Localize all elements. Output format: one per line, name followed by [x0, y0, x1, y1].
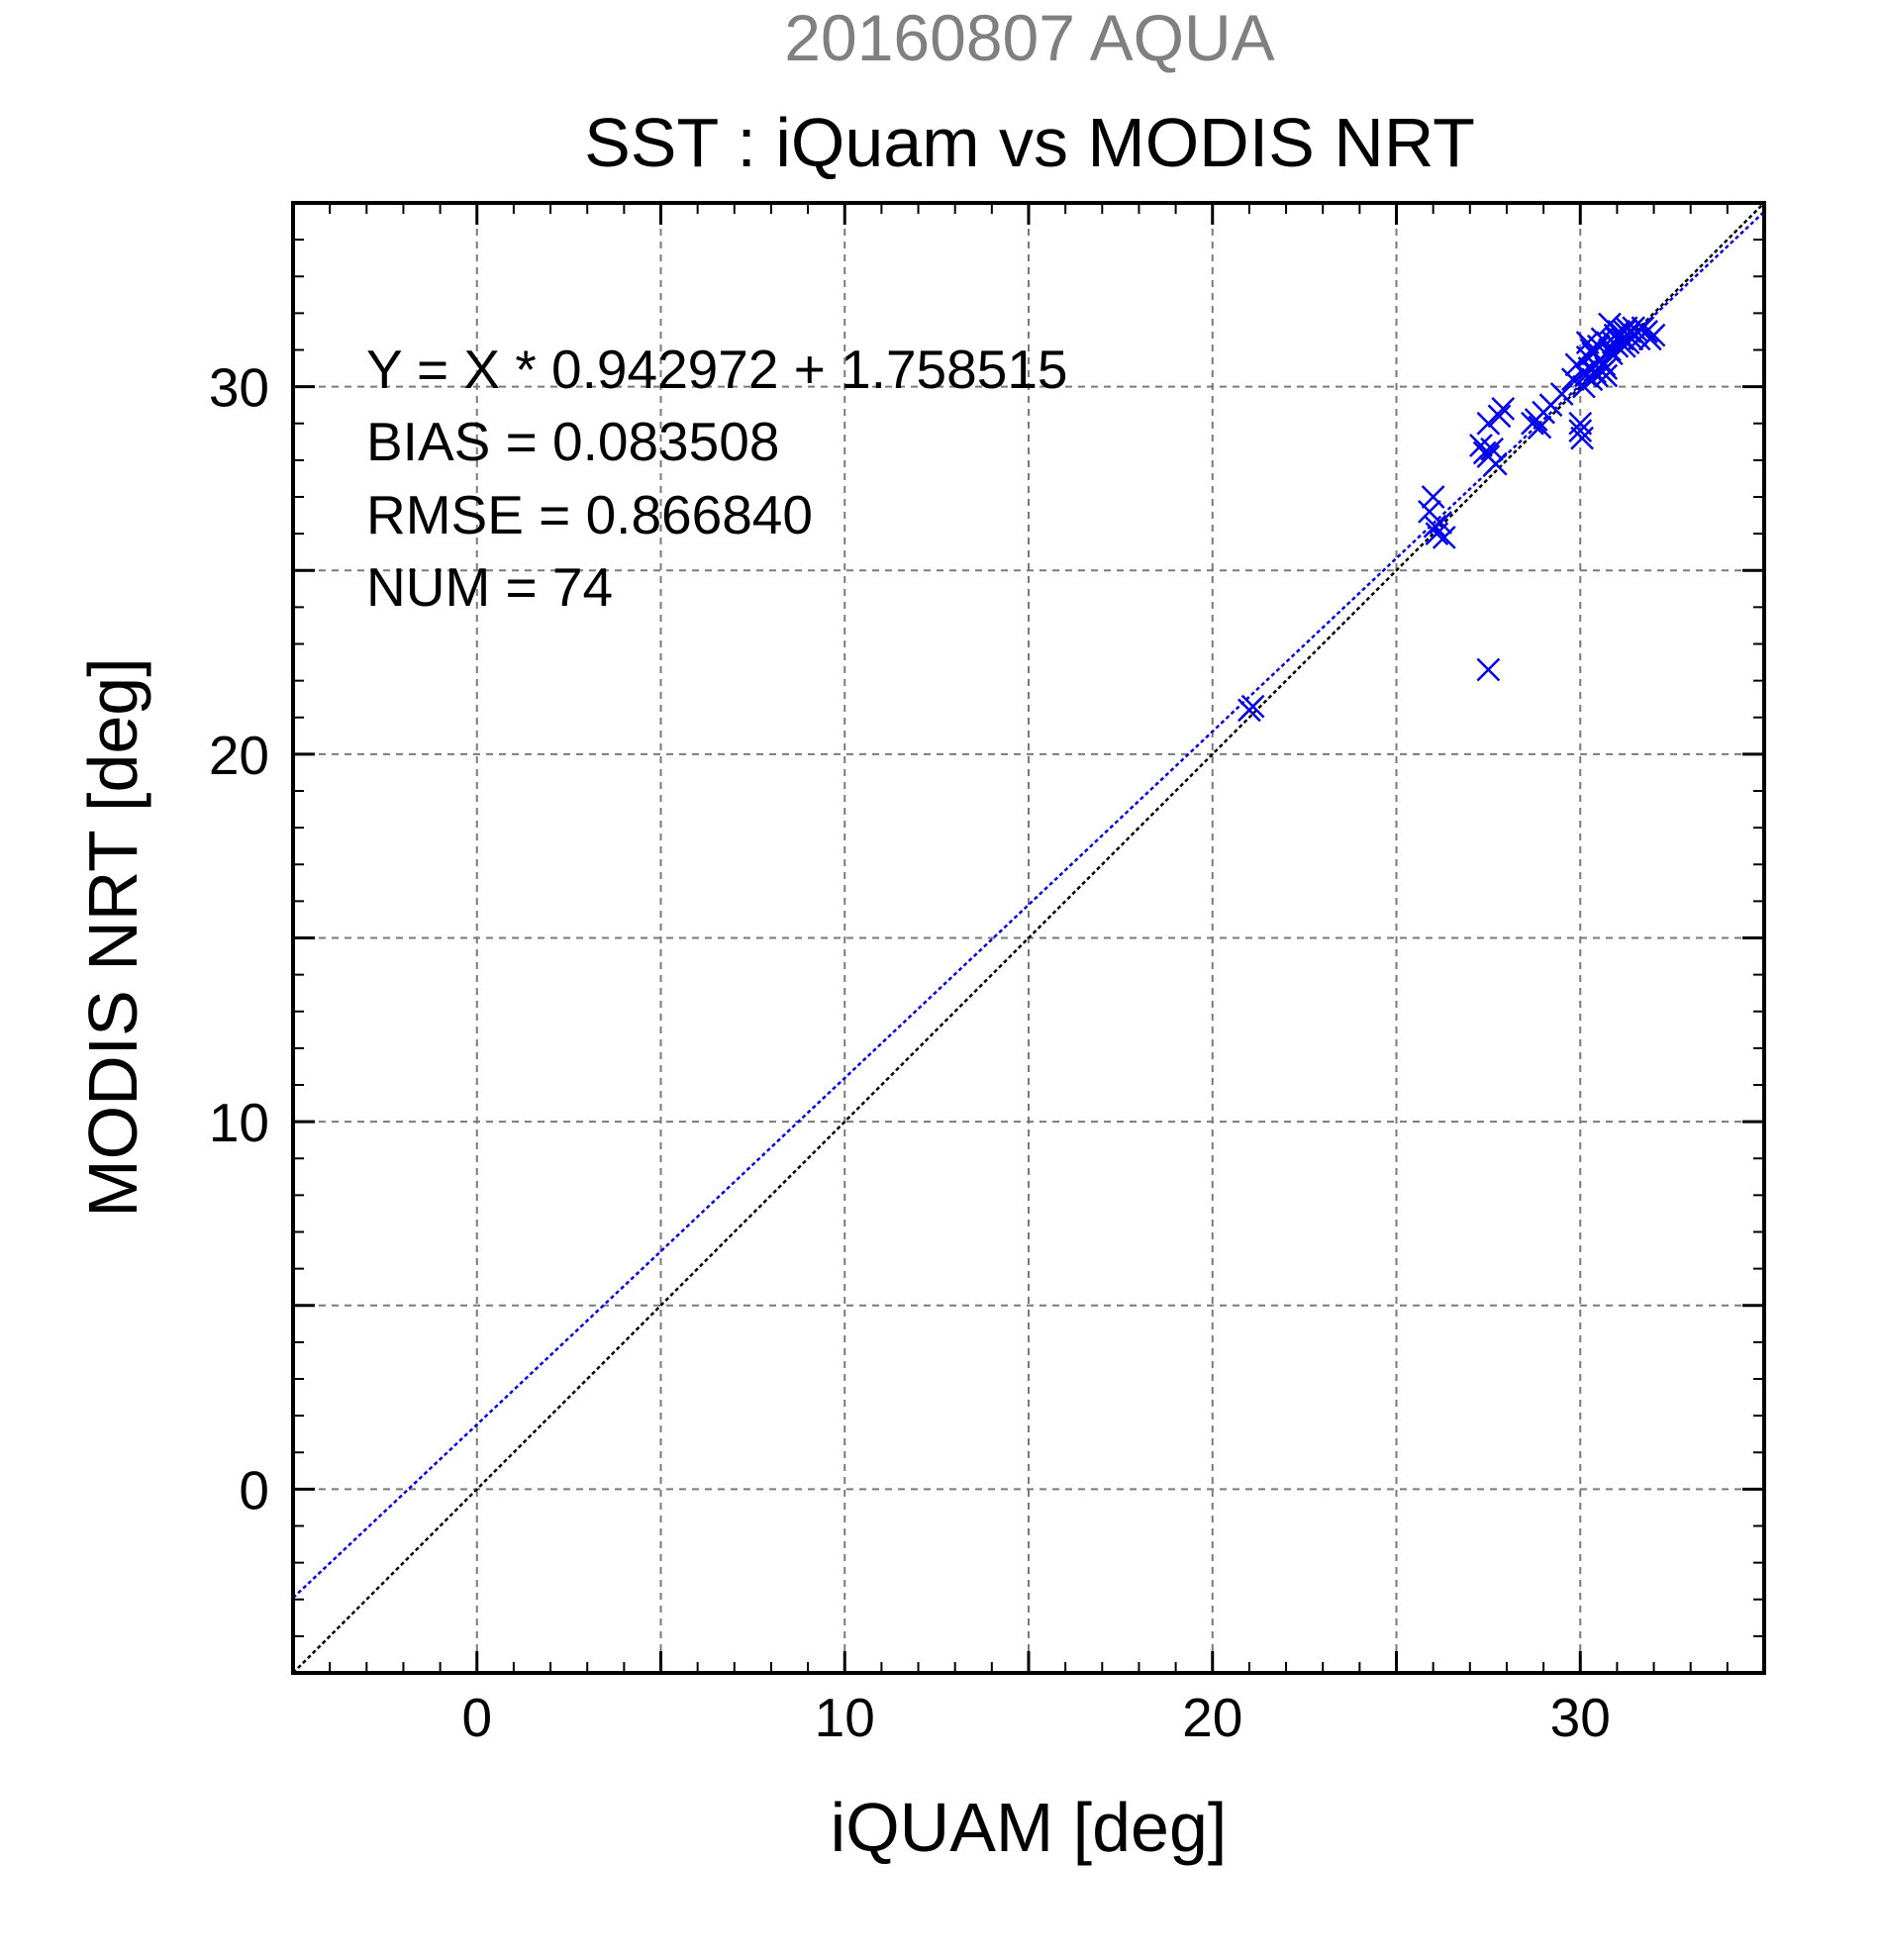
x-axis-label: iQUAM [deg] — [831, 1789, 1228, 1866]
data-point — [1598, 312, 1622, 337]
identity-line — [292, 202, 1765, 1674]
plot-frame — [291, 201, 1766, 1675]
data-point — [1421, 485, 1445, 509]
data-point — [1487, 404, 1512, 429]
data-point — [1598, 338, 1622, 362]
reference-lines — [292, 202, 1765, 1674]
data-point — [1480, 437, 1504, 461]
grid-lines — [293, 203, 1764, 1673]
annotation-num: NUM = 74 — [366, 556, 613, 618]
data-point — [1568, 419, 1593, 443]
regression-line — [292, 210, 1765, 1600]
x-tick-label: 0 — [461, 1687, 492, 1748]
data-point — [1528, 415, 1552, 440]
y-tick-label: 0 — [239, 1459, 269, 1520]
tick-labels: 0 10 20 30 0 10 20 30 — [209, 357, 1611, 1748]
data-point — [1570, 426, 1594, 450]
y-tick-label: 30 — [209, 357, 269, 419]
data-point — [1476, 657, 1501, 682]
annotation-rmse: RMSE = 0.866840 — [366, 484, 813, 545]
y-axis-label: MODIS NRT [deg] — [74, 657, 151, 1217]
data-point — [1432, 525, 1456, 549]
x-tick-label: 20 — [1182, 1687, 1242, 1748]
data-points — [1238, 312, 1666, 723]
chart-title: SST : iQuam vs MODIS NRT — [584, 104, 1475, 181]
data-point — [1641, 323, 1666, 347]
data-point — [1594, 363, 1619, 388]
data-point — [1423, 514, 1447, 539]
chart-supertitle: 20160807 AQUA — [784, 1, 1274, 74]
data-point — [1579, 367, 1604, 392]
data-point — [1429, 511, 1452, 535]
data-point — [1483, 451, 1508, 476]
data-point — [1594, 356, 1619, 380]
stats-annotations: Y = X * 0.942972 + 1.758515 BIAS = 0.083… — [366, 339, 1068, 618]
y-tick-label: 20 — [209, 725, 269, 786]
x-tick-label: 30 — [1550, 1687, 1611, 1748]
data-point — [1585, 363, 1609, 388]
annotation-bias: BIAS = 0.083508 — [366, 411, 779, 472]
data-point — [1549, 382, 1574, 406]
y-tick-label: 10 — [209, 1092, 269, 1153]
data-point — [1240, 694, 1265, 719]
data-point — [1560, 367, 1585, 392]
annotation-fit: Y = X * 0.942972 + 1.758515 — [366, 339, 1068, 400]
data-point — [1634, 320, 1659, 343]
x-tick-label: 10 — [815, 1687, 875, 1748]
data-point — [1476, 411, 1501, 436]
